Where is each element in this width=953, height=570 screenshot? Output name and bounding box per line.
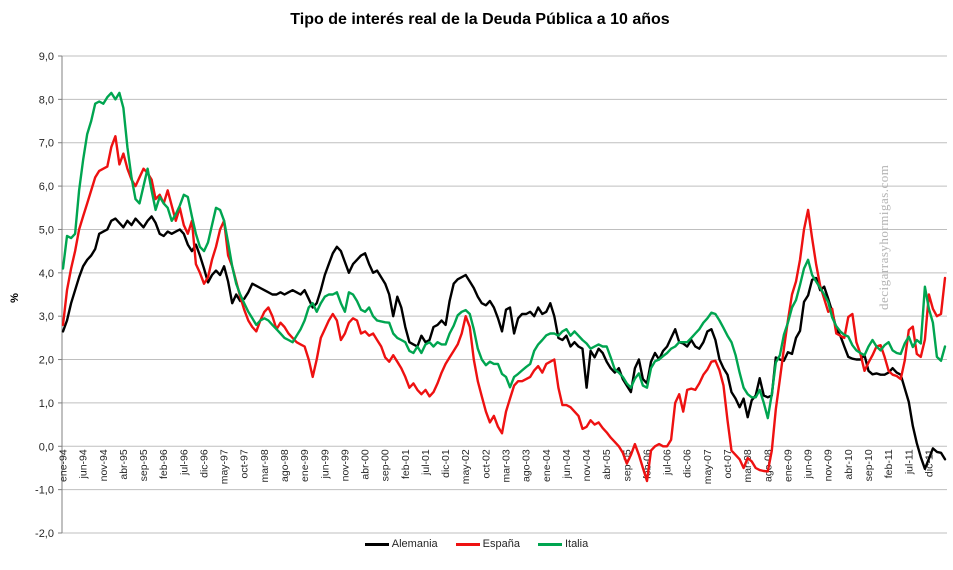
x-tick-label: feb-01 — [400, 449, 412, 479]
espana-line-swatch — [455, 542, 480, 546]
x-tick-label: feb-11 — [883, 449, 895, 478]
x-tick-label: feb-96 — [158, 449, 170, 479]
y-tick-label: 8,0 — [39, 94, 54, 106]
x-tick-label: jun-94 — [78, 449, 90, 479]
x-tick-label: ene-09 — [782, 449, 794, 482]
x-tick-label: nov-09 — [823, 449, 835, 481]
x-axis-labels: ene-94 jun-94 nov-94 abr-95 sep-95 feb-96 jul-… — [58, 449, 936, 484]
y-tick-label: 3,0 — [39, 311, 54, 323]
x-tick-label: jun-09 — [803, 449, 815, 479]
chart-title: Tipo de interés real de la Deuda Pública… — [290, 11, 670, 28]
x-tick-label: mar-08 — [742, 449, 754, 482]
alemania-line-swatch — [364, 542, 389, 546]
x-tick-label: mar-03 — [501, 449, 513, 482]
x-tick-label: ago-98 — [279, 449, 291, 482]
x-tick-label: sep-00 — [380, 449, 392, 481]
x-tick-label: sep-95 — [138, 449, 150, 481]
y-axis-title: % — [9, 293, 21, 303]
x-tick-label: oct-97 — [239, 449, 251, 478]
x-tick-label: oct-02 — [480, 449, 492, 478]
x-tick-label: jul-01 — [420, 449, 432, 476]
x-tick-label: mar-98 — [259, 449, 271, 482]
x-tick-label: dic-06 — [682, 449, 694, 478]
x-tick-label: may-97 — [219, 449, 231, 484]
x-tick-label: dic-96 — [198, 449, 210, 478]
x-tick-label: may-07 — [702, 449, 714, 484]
x-tick-label: oct-07 — [722, 449, 734, 478]
y-tick-label: 5,0 — [39, 224, 54, 236]
gridlines — [62, 55, 947, 534]
legend-item-alemania: Alemania — [364, 538, 438, 550]
x-tick-label: ene-04 — [541, 449, 553, 482]
x-tick-label: nov-04 — [581, 449, 593, 481]
x-tick-label: jul-11 — [903, 449, 915, 475]
series-line-españa — [61, 134, 947, 483]
x-tick-label: abr-95 — [118, 449, 130, 480]
y-tick-label: -1,0 — [35, 485, 54, 497]
x-tick-label: may-02 — [460, 449, 472, 484]
y-tick-label: 4,0 — [39, 268, 54, 280]
y-tick-label: 6,0 — [39, 181, 54, 193]
x-tick-label: jun-99 — [319, 449, 331, 479]
y-tick-label: 1,0 — [39, 398, 54, 410]
y-tick-label: -2,0 — [35, 528, 54, 540]
x-tick-label: sep-10 — [863, 449, 875, 481]
x-tick-label: nov-99 — [339, 449, 351, 481]
watermark-text: decigarrasyhormigas.com — [876, 164, 891, 310]
series-line-alemania — [61, 215, 947, 470]
x-tick-label: ene-94 — [58, 449, 70, 482]
x-tick-label: ene-99 — [299, 449, 311, 482]
y-tick-label: 9,0 — [39, 51, 54, 63]
italia-line-swatch — [537, 542, 562, 546]
x-tick-label: jul-06 — [662, 449, 674, 476]
y-axis-labels: 9,0 8,0 7,0 6,0 5,0 4,0 3,0 2,0 1,0 0,0 -1,0 -2,0 — [35, 51, 54, 540]
x-tick-label: jul-96 — [178, 449, 190, 476]
x-tick-label: abr-10 — [843, 449, 855, 480]
y-tick-label: 7,0 — [39, 138, 54, 150]
legend-item-italia: Italia — [537, 538, 589, 550]
y-tick-label: 0,0 — [39, 441, 54, 453]
legend-label-italia: Italia — [564, 538, 589, 550]
x-tick-label: nov-94 — [98, 449, 110, 481]
x-tick-label: abr-05 — [601, 449, 613, 480]
x-tick-label: dic-11 — [923, 449, 935, 477]
x-tick-label: jun-04 — [561, 449, 573, 479]
legend: Alemania España Italia — [0, 538, 953, 550]
x-tick-label: abr-00 — [360, 449, 372, 480]
legend-item-espana: España — [455, 538, 520, 550]
series-line-italia — [61, 91, 947, 420]
legend-label-espana: España — [482, 538, 520, 550]
x-tick-label: dic-01 — [440, 449, 452, 478]
x-tick-label: ago-03 — [521, 449, 533, 482]
legend-label-alemania: Alemania — [391, 538, 438, 550]
y-tick-label: 2,0 — [39, 355, 54, 367]
